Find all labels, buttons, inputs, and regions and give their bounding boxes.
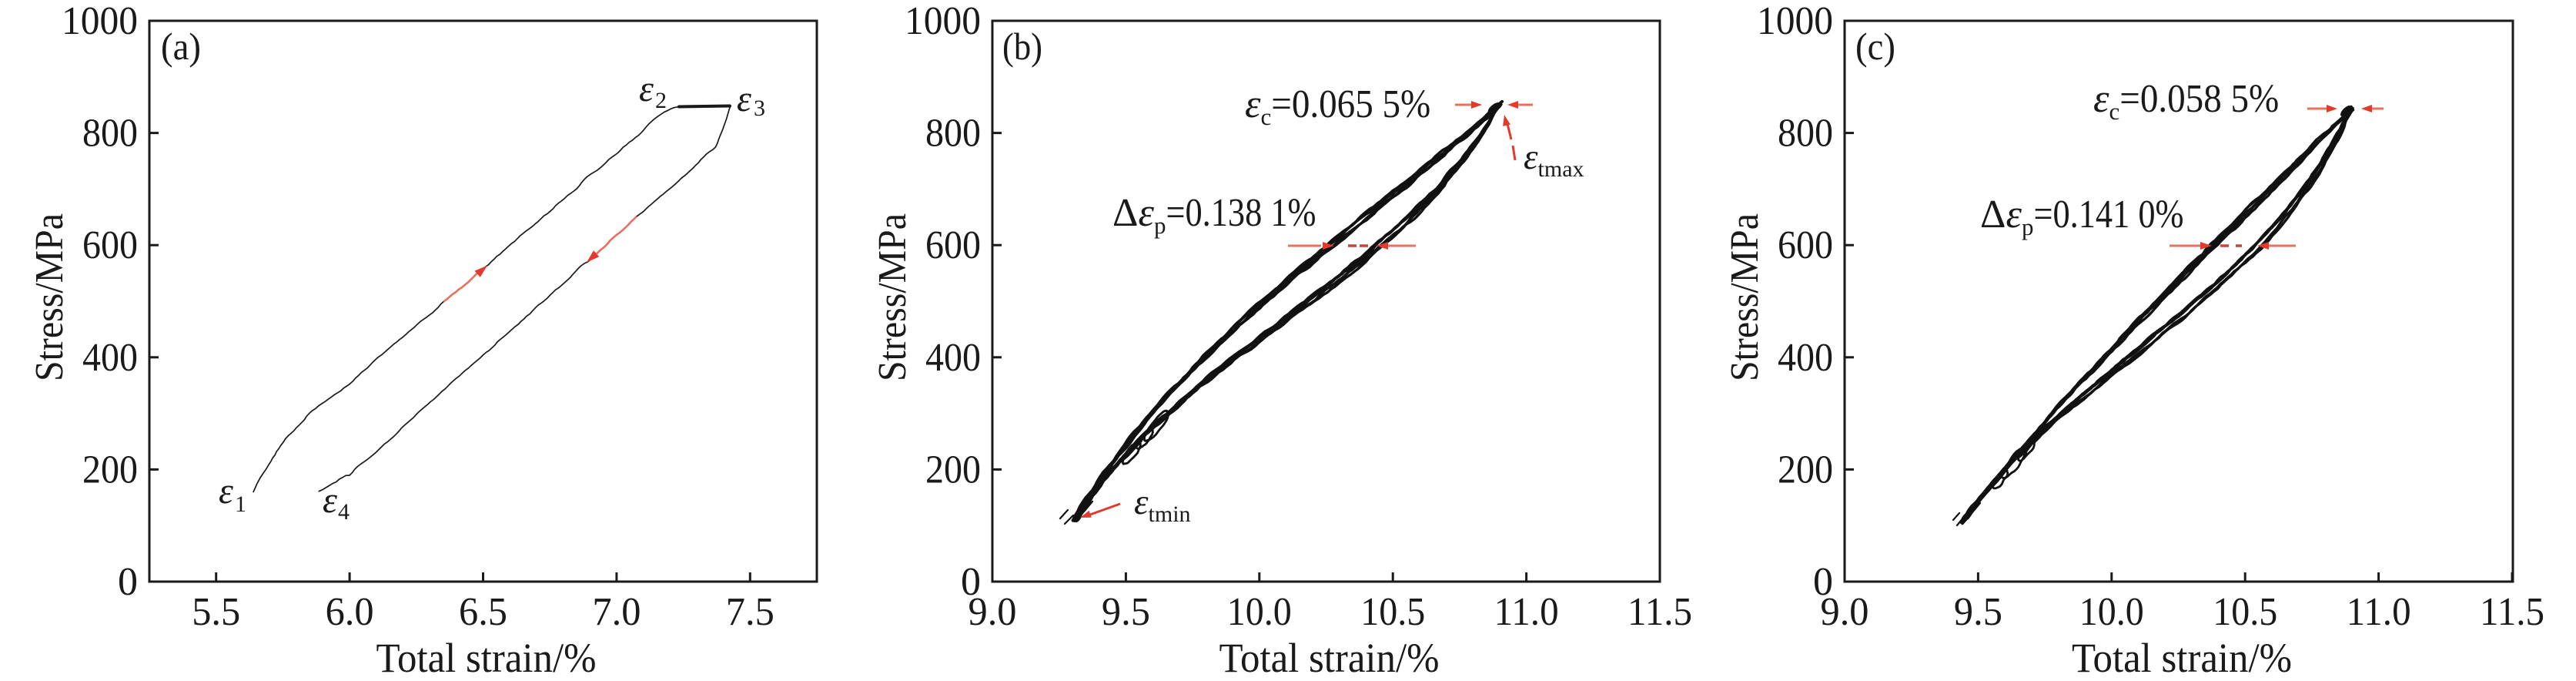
svg-text:Stress/MPa: Stress/MPa [28, 213, 72, 381]
svg-text:400: 400 [82, 336, 138, 380]
svg-text:9.0: 9.0 [969, 590, 1017, 634]
svg-text:600: 600 [1778, 223, 1833, 267]
svg-text:800: 800 [1778, 112, 1833, 156]
svg-text:Stress/MPa: Stress/MPa [871, 213, 915, 381]
svg-text:ε: ε [323, 480, 337, 521]
svg-text:11.5: 11.5 [2480, 590, 2544, 634]
svg-text:Total strain/%: Total strain/% [376, 635, 597, 681]
svg-text:6.5: 6.5 [459, 590, 507, 634]
svg-text:1000: 1000 [1757, 0, 1833, 43]
svg-text:800: 800 [925, 112, 981, 156]
svg-text:εc=0.065 5%: εc=0.065 5% [1245, 82, 1430, 130]
svg-text:9.5: 9.5 [1954, 590, 2002, 634]
svg-text:Δεp=0.138 1%: Δεp=0.138 1% [1112, 191, 1316, 239]
svg-text:Δεp=0.141 0%: Δεp=0.141 0% [1980, 193, 2183, 240]
svg-text:Total strain/%: Total strain/% [2072, 635, 2292, 681]
svg-text:(c): (c) [1855, 25, 1895, 68]
svg-text:0: 0 [118, 560, 138, 604]
svg-text:0: 0 [1813, 560, 1833, 604]
svg-text:(a): (a) [161, 25, 201, 68]
svg-text:200: 200 [1778, 448, 1833, 491]
svg-text:4: 4 [338, 499, 350, 525]
svg-text:10.0: 10.0 [1227, 590, 1292, 634]
svg-text:1000: 1000 [905, 0, 981, 43]
svg-text:2: 2 [655, 88, 667, 113]
svg-text:3: 3 [754, 96, 765, 121]
svg-text:6.0: 6.0 [326, 590, 374, 634]
svg-text:1000: 1000 [62, 0, 138, 43]
svg-text:11.5: 11.5 [1628, 590, 1692, 634]
svg-text:200: 200 [82, 448, 138, 491]
svg-text:11.0: 11.0 [2347, 590, 2411, 634]
svg-text:10.5: 10.5 [2213, 590, 2277, 634]
svg-text:400: 400 [925, 336, 981, 380]
svg-text:Stress/MPa: Stress/MPa [1723, 213, 1767, 381]
svg-text:9.0: 9.0 [1821, 590, 1869, 634]
svg-text:7.0: 7.0 [592, 590, 641, 634]
svg-text:600: 600 [925, 223, 981, 267]
svg-text:ε: ε [639, 69, 654, 109]
svg-text:200: 200 [925, 448, 981, 491]
svg-text:ε: ε [219, 471, 233, 512]
svg-text:600: 600 [82, 223, 138, 267]
svg-text:0: 0 [961, 560, 981, 604]
svg-text:11.0: 11.0 [1494, 590, 1559, 634]
svg-text:9.5: 9.5 [1102, 590, 1150, 634]
svg-text:5.5: 5.5 [192, 590, 240, 634]
svg-text:εtmin: εtmin [1134, 482, 1191, 527]
svg-text:εc=0.058 5%: εc=0.058 5% [2093, 77, 2279, 125]
svg-text:(b): (b) [1002, 25, 1042, 68]
svg-text:Total strain/%: Total strain/% [1219, 635, 1440, 681]
svg-text:1: 1 [235, 491, 246, 517]
svg-text:800: 800 [82, 112, 138, 156]
svg-text:ε: ε [737, 79, 751, 119]
svg-text:7.5: 7.5 [726, 590, 774, 634]
svg-text:400: 400 [1778, 336, 1833, 380]
svg-text:10.5: 10.5 [1360, 590, 1425, 634]
svg-text:10.0: 10.0 [2079, 590, 2144, 634]
svg-text:εtmax: εtmax [1524, 137, 1584, 182]
